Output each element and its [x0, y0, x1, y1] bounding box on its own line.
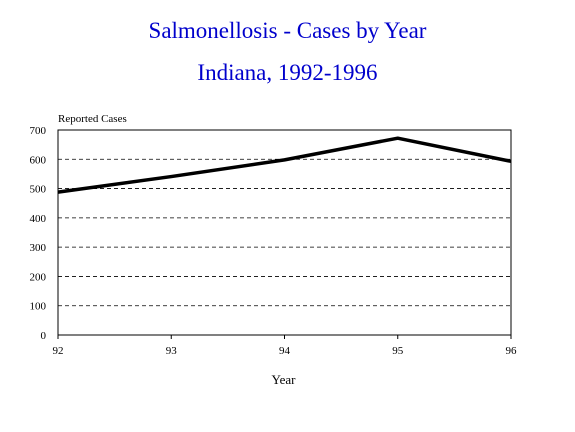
y-axis: 0 100 200 300 400 500 600 700	[30, 125, 47, 342]
y-tick-label: 700	[30, 125, 47, 137]
x-tick-label: 95	[392, 345, 404, 357]
series-lines	[57, 136, 512, 194]
y-axis-label: Reported Cases	[58, 113, 127, 125]
y-tick-label: 200	[30, 271, 47, 283]
x-tick-label: 96	[506, 345, 518, 357]
y-tick-label: 0	[41, 330, 47, 342]
y-tick-label: 500	[30, 184, 47, 196]
x-tick-label: 94	[279, 345, 291, 357]
x-axis: 92 93 94 95 96	[53, 335, 518, 357]
chart-title: Salmonellosis - Cases by Year	[148, 18, 427, 43]
x-tick-label: 93	[166, 345, 178, 357]
y-tick-label: 100	[30, 301, 47, 313]
x-axis-label: Year	[272, 372, 297, 387]
series-line	[57, 136, 512, 194]
x-tick-label: 92	[53, 345, 64, 357]
y-tick-label: 300	[30, 242, 47, 254]
y-tick-label: 600	[30, 154, 47, 166]
chart-subtitle: Indiana, 1992-1996	[197, 60, 378, 85]
y-tick-label: 400	[30, 213, 47, 225]
